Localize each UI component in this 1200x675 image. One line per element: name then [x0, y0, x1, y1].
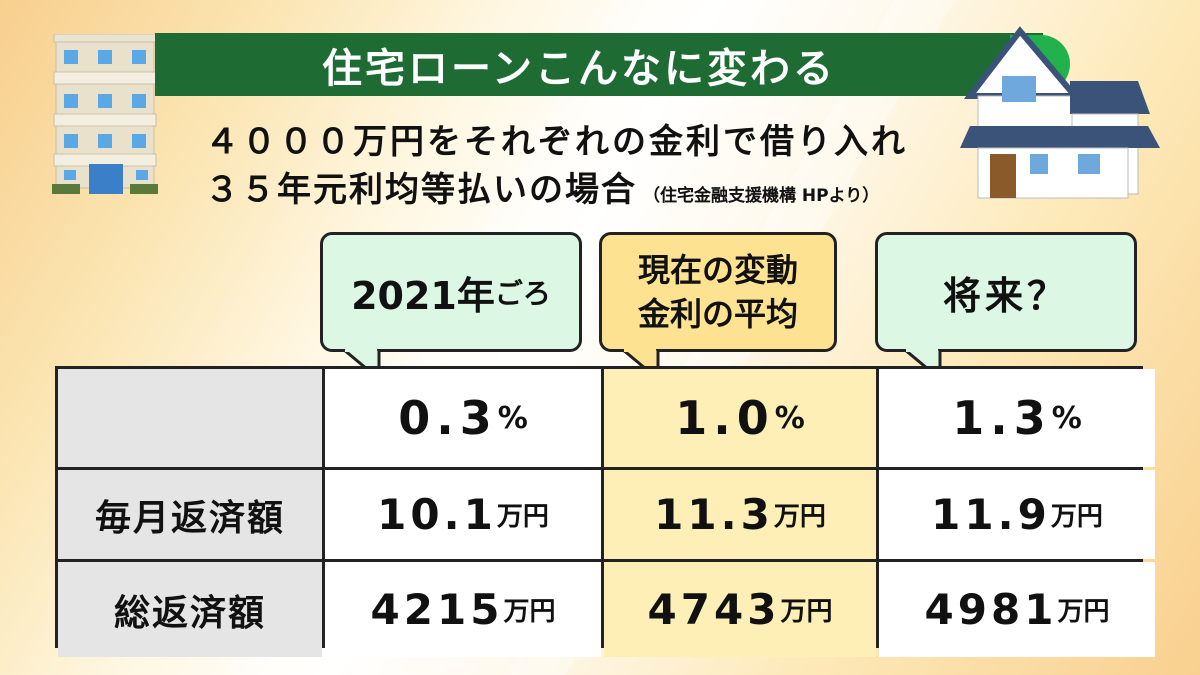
bubble-2021-suffix: ごろ — [494, 277, 551, 310]
bubble-future: 将来？ — [875, 232, 1137, 379]
monthly-value: 11.3 — [654, 490, 774, 539]
total-cell-2021: 4215 万円 — [325, 562, 601, 657]
corner-cell — [58, 369, 322, 467]
rate-value: 1.0 — [675, 391, 775, 445]
total-cell-current: 4743 万円 — [604, 562, 876, 657]
total-value: 4743 — [647, 585, 781, 634]
title-banner: 住宅ローンこんなに変わる — [155, 33, 1043, 96]
monthly-value: 11.9 — [931, 490, 1051, 539]
total-value: 4981 — [924, 585, 1058, 634]
rate-cell-future: 1.3% — [879, 369, 1155, 467]
total-value: 4215 — [370, 585, 504, 634]
rate-cell-current: 1.0% — [604, 369, 876, 467]
bubble-current-line2: 金利の平均 — [637, 295, 798, 333]
total-cell-future: 4981 万円 — [879, 562, 1155, 657]
bubble-2021-label: 2021年 — [351, 273, 495, 318]
monthly-cell-future: 11.9 万円 — [879, 470, 1155, 559]
percent-unit: % — [774, 400, 805, 436]
man-yen-unit: 万円 — [1050, 502, 1103, 532]
page-title: 住宅ローンこんなに変わる — [322, 45, 836, 92]
row-header-total: 総返済額 — [58, 562, 322, 657]
man-yen-unit: 万円 — [780, 597, 833, 627]
subtitle-loan-amount: ４０００万円をそれぞれの金利で借り入れ — [205, 122, 908, 162]
monthly-cell-current: 11.3 万円 — [604, 470, 876, 559]
man-yen-unit: 万円 — [1057, 597, 1110, 627]
bubble-future-label: 将来？ — [942, 273, 1069, 318]
percent-unit: % — [1051, 400, 1082, 436]
percent-unit: % — [497, 400, 528, 436]
man-yen-unit: 万円 — [773, 502, 826, 532]
rate-value: 1.3 — [952, 391, 1052, 445]
subtitle-terms-text: ３５年元利均等払いの場合 — [205, 170, 637, 210]
house-icon — [960, 26, 1160, 199]
apartment-building-icon — [52, 34, 158, 194]
man-yen-unit: 万円 — [503, 597, 556, 627]
man-yen-unit: 万円 — [496, 502, 549, 532]
rate-cell-2021: 0.3% — [325, 369, 601, 467]
bubble-current-average: 現在の変動 金利の平均 — [599, 232, 837, 379]
row-header-monthly: 毎月返済額 — [58, 470, 322, 559]
monthly-value: 10.1 — [377, 490, 497, 539]
bubble-2021: 2021年 ごろ — [320, 232, 582, 379]
bubble-current-line1: 現在の変動 — [637, 251, 798, 289]
subtitle-repayment-terms: ３５年元利均等払いの場合 （住宅金融支援機構 HPより） — [205, 162, 879, 211]
loan-comparison-table: 0.3% 1.0% 1.3% 毎月返済額 10.1 万円 11.3 万円 11.9 万… — [55, 366, 1155, 657]
source-note: （住宅金融支援機構 HPより） — [643, 186, 880, 206]
monthly-cell-2021: 10.1 万円 — [325, 470, 601, 559]
rate-value: 0.3 — [398, 391, 498, 445]
